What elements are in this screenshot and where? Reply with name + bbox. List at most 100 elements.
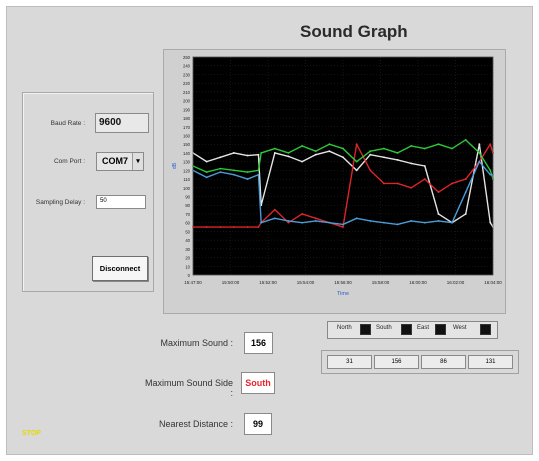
plot-border bbox=[192, 56, 494, 276]
data-point-west bbox=[233, 173, 235, 176]
data-point-south bbox=[464, 178, 467, 180]
data-point-west bbox=[410, 220, 413, 222]
legend-swatch-west[interactable] bbox=[480, 324, 491, 335]
chevron-down-icon[interactable]: ▾ bbox=[132, 153, 143, 170]
y-tick-label: 190 bbox=[183, 107, 191, 112]
data-point-north bbox=[257, 153, 260, 156]
data-point-south bbox=[246, 226, 249, 228]
data-point-north bbox=[478, 143, 481, 146]
data-point-east bbox=[410, 145, 413, 147]
baud-rate-label: Baud Rate : bbox=[50, 120, 85, 127]
data-point-east bbox=[437, 143, 440, 146]
data-point-north bbox=[273, 152, 276, 154]
max-sound-side-label: Maximum Sound Side : bbox=[144, 378, 233, 398]
data-point-east bbox=[246, 171, 249, 174]
x-tick-label: 16:04:00 bbox=[484, 280, 502, 285]
data-point-north bbox=[410, 162, 413, 165]
data-point-west bbox=[342, 223, 344, 226]
readout-row: 31 156 86 131 bbox=[325, 355, 516, 369]
readout-east: 86 bbox=[421, 355, 466, 369]
legend-label-west: West bbox=[453, 325, 467, 331]
data-point-west bbox=[423, 221, 426, 224]
data-point-east bbox=[273, 147, 276, 150]
data-point-north bbox=[246, 154, 249, 157]
data-point-north bbox=[369, 153, 372, 156]
data-point-west bbox=[219, 171, 222, 174]
y-axis-label: dB bbox=[172, 162, 178, 169]
data-point-north bbox=[423, 165, 426, 167]
data-point-north bbox=[489, 221, 492, 224]
data-point-west bbox=[314, 220, 317, 222]
legend-label-south: South bbox=[376, 325, 392, 331]
series-legend: North South East West bbox=[327, 321, 498, 339]
data-point-south bbox=[423, 178, 426, 180]
data-point-south bbox=[342, 226, 344, 228]
y-tick-label: 180 bbox=[183, 116, 191, 121]
data-point-east bbox=[464, 138, 467, 141]
com-port-label: Com Port : bbox=[53, 158, 85, 165]
data-point-south bbox=[489, 143, 492, 146]
data-point-west bbox=[273, 217, 276, 220]
y-tick-label: 150 bbox=[183, 142, 191, 147]
com-port-value: COM7 bbox=[102, 156, 129, 166]
data-point-west bbox=[464, 191, 467, 194]
data-point-south bbox=[437, 191, 440, 194]
legend-swatch-north[interactable] bbox=[360, 324, 371, 335]
y-tick-label: 240 bbox=[183, 64, 191, 69]
data-point-east bbox=[489, 169, 492, 172]
data-point-east bbox=[451, 147, 453, 150]
legend-swatch-east[interactable] bbox=[435, 324, 446, 335]
stop-button[interactable]: STOP bbox=[22, 430, 41, 437]
data-point-west bbox=[257, 173, 260, 176]
y-tick-label: 0 bbox=[188, 273, 191, 278]
x-tick-label: 15:52:00 bbox=[259, 280, 277, 285]
data-point-west bbox=[328, 221, 331, 224]
data-point-north bbox=[396, 158, 399, 161]
data-point-west bbox=[205, 176, 208, 179]
legend-label-east: East bbox=[417, 325, 430, 331]
x-tick-label: 15:58:00 bbox=[372, 280, 390, 285]
data-point-north bbox=[342, 156, 344, 159]
data-point-south bbox=[301, 213, 303, 215]
data-point-north bbox=[314, 153, 317, 156]
y-tick-label: 40 bbox=[185, 238, 190, 243]
data-point-west bbox=[287, 220, 290, 222]
y-tick-label: 60 bbox=[185, 221, 190, 226]
data-point-south bbox=[383, 182, 385, 185]
data-point-west bbox=[355, 217, 358, 220]
data-point-north bbox=[355, 169, 358, 172]
data-point-east bbox=[219, 167, 222, 170]
y-tick-label: 90 bbox=[185, 195, 190, 200]
y-tick-label: 70 bbox=[185, 212, 190, 217]
sampling-delay-input[interactable]: 50 bbox=[96, 195, 146, 209]
y-tick-label: 220 bbox=[183, 81, 191, 86]
nearest-distance-label: Nearest Distance : bbox=[158, 419, 233, 429]
data-point-west bbox=[396, 223, 399, 226]
y-tick-label: 30 bbox=[185, 247, 190, 252]
data-point-west bbox=[437, 220, 440, 222]
x-tick-label: 16:00:00 bbox=[409, 280, 427, 285]
page-title: Sound Graph bbox=[300, 22, 408, 41]
y-tick-label: 10 bbox=[185, 264, 190, 269]
data-point-north bbox=[233, 152, 235, 154]
connection-panel: Baud Rate : 9600 Com Port : Sampling Del… bbox=[22, 92, 154, 292]
disconnect-button[interactable]: Disconnect bbox=[92, 256, 148, 281]
sound-chart: 0 10 20 30 40 50 60 70 80 90 100 110 120 130 140 150 160… bbox=[172, 55, 502, 297]
baud-rate-field[interactable]: 9600 bbox=[95, 113, 149, 133]
data-point-south bbox=[451, 182, 453, 185]
data-point-south bbox=[257, 226, 260, 228]
data-point-east bbox=[287, 152, 290, 154]
readout-west: 131 bbox=[468, 355, 513, 369]
y-tick-label: 80 bbox=[185, 203, 190, 208]
max-sound-side-value: South bbox=[241, 372, 275, 394]
legend-swatch-south[interactable] bbox=[401, 324, 412, 335]
data-point-west bbox=[260, 221, 263, 224]
com-port-select[interactable]: COM7 ▾ bbox=[96, 152, 144, 171]
x-tick-label: 16:02:00 bbox=[447, 280, 465, 285]
y-tick-label: 170 bbox=[183, 125, 191, 130]
y-tick-label: 100 bbox=[183, 186, 191, 191]
x-tick-label: 15:54:00 bbox=[297, 280, 315, 285]
y-tick-label: 230 bbox=[183, 72, 191, 77]
data-point-west bbox=[478, 160, 481, 163]
data-point-east bbox=[257, 169, 260, 172]
